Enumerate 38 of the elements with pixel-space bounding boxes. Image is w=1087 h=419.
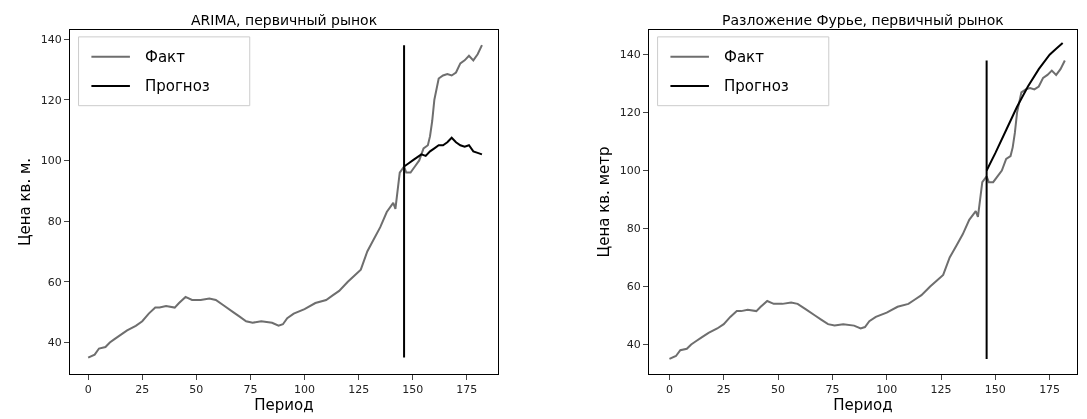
chart-title: ARIMA, первичный рынок bbox=[191, 12, 378, 28]
x-tick-label: 100 bbox=[294, 383, 316, 397]
x-tick-label: 150 bbox=[984, 383, 1006, 397]
y-axis-title: Цена кв. м. bbox=[16, 157, 35, 247]
x-tick-label: 150 bbox=[402, 383, 424, 397]
y-tick-label: 40 bbox=[47, 336, 62, 350]
x-tick-label: 50 bbox=[189, 383, 204, 397]
x-tick-label: 25 bbox=[135, 383, 150, 397]
y-tick-label: 40 bbox=[626, 338, 641, 352]
x-tick-label: 0 bbox=[84, 383, 92, 397]
x-tick-label: 175 bbox=[456, 383, 478, 397]
y-tick-label: 120 bbox=[619, 106, 641, 120]
y-tick-label: 140 bbox=[619, 48, 641, 62]
y-tick-label: 60 bbox=[47, 275, 62, 289]
x-tick-label: 175 bbox=[1039, 383, 1061, 397]
legend-label: Факт bbox=[724, 48, 765, 66]
y-axis-title: Цена кв. метр bbox=[595, 146, 614, 258]
x-axis-title: Период bbox=[254, 396, 314, 415]
y-tick-label: 60 bbox=[626, 280, 641, 294]
x-tick-label: 25 bbox=[716, 383, 731, 397]
y-tick-label: 100 bbox=[40, 154, 62, 168]
x-tick-label: 125 bbox=[348, 383, 370, 397]
x-tick-label: 75 bbox=[243, 383, 258, 397]
x-axis-title: Период bbox=[833, 396, 893, 415]
y-tick-label: 100 bbox=[619, 164, 641, 178]
chart-title: Разложение Фурье, первичный рынок bbox=[722, 12, 1004, 28]
y-tick-label: 80 bbox=[626, 222, 641, 236]
y-tick-label: 140 bbox=[40, 32, 62, 46]
x-tick-label: 125 bbox=[930, 383, 952, 397]
x-tick-label: 100 bbox=[876, 383, 898, 397]
x-tick-label: 0 bbox=[665, 383, 673, 397]
y-tick-label: 120 bbox=[40, 93, 62, 107]
x-tick-label: 75 bbox=[825, 383, 840, 397]
legend-label: Прогноз bbox=[724, 77, 789, 95]
legend-label: Факт bbox=[145, 48, 186, 66]
x-tick-label: 50 bbox=[771, 383, 786, 397]
y-tick-label: 80 bbox=[47, 214, 62, 228]
legend-label: Прогноз bbox=[145, 77, 210, 95]
